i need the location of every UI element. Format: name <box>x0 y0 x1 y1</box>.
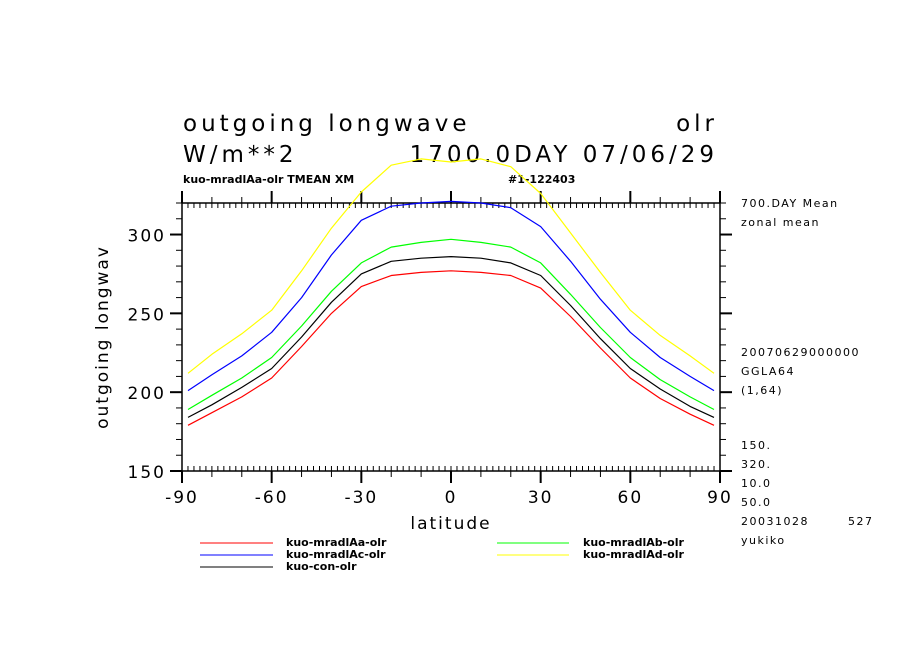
units-label: W/m**2 <box>183 142 298 168</box>
x-tick-label: 30 <box>528 488 554 508</box>
legend-label-ad: kuo-mradlAd-olr <box>583 548 685 561</box>
series-lines <box>187 158 715 426</box>
x-tick-label: 0 <box>445 488 458 508</box>
caption-left: kuo-mradlAa-olr TMEAN XM <box>183 173 354 186</box>
info-datetime: 20070629000000 <box>741 346 860 359</box>
series-line-kuo-mradlAd-olr <box>187 158 715 374</box>
series-line-kuo-mradlAb-olr <box>187 238 715 411</box>
time-label: 1700.0DAY 07/06/29 <box>410 142 718 168</box>
y-axis-label: outgoing longwav <box>93 245 113 429</box>
caption-right: #1-122403 <box>508 173 575 186</box>
x-tick-label: -60 <box>255 488 289 508</box>
series-line-kuo-mradlAa-olr <box>187 270 715 426</box>
legend-label-aa: kuo-mradlAa-olr <box>286 536 387 549</box>
y-tick-label: 150 <box>128 463 166 483</box>
info-label-interval: 50.0 <box>741 496 772 509</box>
info-user: yukiko <box>741 534 786 547</box>
x-tick-label: -30 <box>344 488 378 508</box>
info-interval: 10.0 <box>741 477 772 490</box>
info-date: 20031028 <box>741 515 809 528</box>
legend-label-ab: kuo-mradlAb-olr <box>583 536 685 549</box>
series-line-kuo-mradlAc-olr <box>187 200 715 392</box>
chart-title-variable: olr <box>676 111 718 137</box>
y-tick-label: 200 <box>128 384 166 404</box>
legend-label-ac: kuo-mradlAc-olr <box>286 548 386 561</box>
info-mean-period: 700.DAY Mean <box>741 197 839 210</box>
plot-frame <box>181 202 721 472</box>
y-tick-label: 250 <box>128 305 166 325</box>
info-ymin: 150. <box>741 439 772 452</box>
legend: kuo-mradlAa-olr kuo-mradlAc-olr kuo-con-… <box>200 536 685 573</box>
info-number: 527 <box>848 515 874 528</box>
x-axis-label: latitude <box>410 514 491 534</box>
x-tick-label: 90 <box>707 488 733 508</box>
series-line-kuo-con-olr <box>187 256 715 418</box>
chart-title: outgoing longwave <box>183 111 471 137</box>
x-tick-label: -90 <box>165 488 199 508</box>
y-tick-label: 300 <box>128 227 166 247</box>
info-mean-type: zonal mean <box>741 216 820 229</box>
info-ymax: 320. <box>741 458 772 471</box>
info-grid: GGLA64 <box>741 365 795 378</box>
info-panel: 700.DAY Mean zonal mean 20070629000000 G… <box>741 197 874 547</box>
legend-label-con: kuo-con-olr <box>286 560 357 573</box>
info-index: (1,64) <box>741 384 783 397</box>
x-tick-label: 60 <box>618 488 644 508</box>
axis-tick-labels: -90 -60 -30 0 30 60 90 150 200 250 300 <box>128 227 733 508</box>
plot-border <box>181 202 721 472</box>
axis-ticks <box>170 191 732 483</box>
